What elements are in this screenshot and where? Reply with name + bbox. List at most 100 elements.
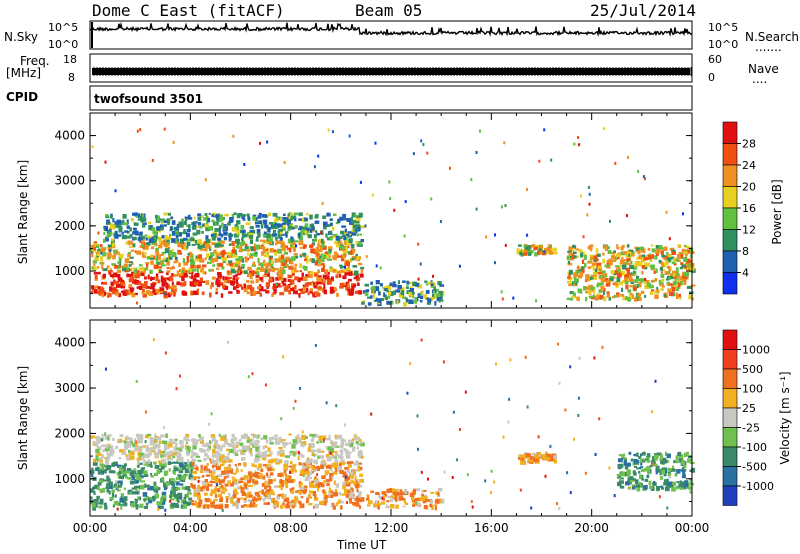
velocity-echo-cell	[674, 473, 678, 477]
velocity-echo-cell	[189, 465, 194, 469]
velocity-echo-cell	[251, 372, 254, 376]
velocity-echo-cell	[345, 494, 349, 498]
power-echo-cell	[671, 261, 676, 265]
velocity-echo-cell	[253, 496, 256, 499]
velocity-echo-cell	[137, 460, 140, 465]
velocity-echo-cell	[394, 491, 399, 496]
power-echo-cell	[316, 232, 320, 236]
power-echo-cell	[614, 256, 618, 260]
velocity-echo-cell	[172, 490, 175, 493]
velocity-echo-cell	[423, 504, 428, 510]
velocity-echo-cell	[139, 448, 143, 453]
velocity-echo-cell	[301, 463, 307, 466]
power-echo-cell	[250, 270, 255, 275]
velocity-echo-cell	[144, 483, 147, 488]
power-echo-cell	[661, 285, 665, 288]
velocity-echo-cell	[161, 476, 165, 482]
velocity-echo-cell	[158, 440, 161, 445]
velocity-echo-cell	[218, 504, 224, 510]
velocity-echo-cell	[128, 441, 133, 445]
power-echo-cell	[352, 224, 357, 228]
power-echo-cell	[187, 270, 190, 273]
velocity-echo-cell	[244, 484, 248, 489]
velocity-echo-cell	[150, 475, 154, 478]
velocity-echo-cell	[646, 474, 650, 479]
velocity-echo-cell	[134, 504, 139, 507]
power-echo-cell	[355, 215, 361, 218]
power-echo-cell	[592, 294, 595, 298]
power-echo-cell	[546, 250, 552, 254]
power-echo-cell	[231, 227, 237, 232]
power-echo-cell	[136, 129, 139, 133]
velocity-colorbar-label: -25	[742, 422, 760, 435]
power-echo-cell	[585, 290, 589, 294]
power-echo-cell	[161, 251, 166, 255]
power-echo-cell	[370, 281, 373, 285]
power-echo-cell	[172, 285, 177, 290]
velocity-echo-cell	[377, 505, 380, 510]
power-echo-cell	[663, 247, 667, 250]
power-echo-cell	[198, 254, 203, 260]
power-echo-cell	[190, 238, 195, 241]
power-echo-cell	[113, 249, 118, 254]
velocity-echo-cell	[330, 440, 333, 444]
velocity-echo-cell	[358, 493, 362, 498]
velocity-echo-cell	[566, 471, 569, 475]
power-echo-cell	[333, 258, 337, 261]
power-echo-cell	[292, 247, 296, 252]
power-echo-cell	[148, 236, 154, 240]
velocity-echo-cell	[326, 438, 331, 441]
power-echo-cell	[585, 274, 590, 280]
power-echo-cell	[104, 160, 107, 164]
velocity-echo-cell	[300, 454, 305, 458]
power-echo-cell	[133, 236, 137, 241]
power-echo-cell	[397, 280, 400, 285]
velocity-echo-cell	[344, 475, 347, 479]
velocity-echo-cell	[451, 476, 454, 479]
power-echo-cell	[596, 282, 602, 286]
velocity-echo-cell	[116, 439, 119, 444]
power-echo-cell	[316, 281, 321, 285]
power-echo-cell	[182, 237, 188, 240]
velocity-echo-cell	[669, 475, 672, 479]
power-echo-cell	[577, 269, 582, 272]
power-echo-layer	[90, 127, 696, 307]
power-echo-cell	[677, 244, 682, 247]
power-echo-cell	[426, 151, 429, 155]
velocity-echo-cell	[144, 440, 147, 444]
power-echo-cell	[402, 280, 406, 283]
power-echo-cell	[266, 140, 269, 144]
power-echo-cell	[475, 207, 478, 211]
velocity-echo-cell	[456, 458, 459, 462]
power-echo-cell	[97, 266, 100, 269]
power-echo-cell	[234, 224, 239, 229]
power-echo-cell	[318, 238, 321, 244]
power-echo-cell	[259, 292, 262, 297]
velocity-echo-cell	[126, 440, 131, 446]
velocity-echo-cell	[191, 451, 196, 457]
velocity-echo-cell	[545, 451, 548, 455]
velocity-echo-cell	[288, 433, 292, 436]
velocity-echo-cell	[620, 485, 625, 488]
power-echo-cell	[347, 285, 351, 289]
velocity-echo-cell	[180, 445, 184, 449]
velocity-echo-cell	[275, 485, 280, 488]
power-echo-cell	[175, 232, 181, 235]
velocity-echo-cell	[115, 487, 119, 491]
power-echo-cell	[168, 277, 174, 282]
power-echo-cell	[609, 260, 613, 266]
velocity-echo-cell	[153, 481, 157, 486]
power-echo-cell	[689, 250, 693, 255]
power-echo-cell	[220, 293, 224, 298]
power-echo-cell	[351, 249, 356, 253]
power-echo-cell	[690, 254, 693, 259]
power-echo-cell	[665, 271, 670, 275]
power-echo-cell	[195, 273, 200, 278]
velocity-echo-cell	[205, 498, 211, 503]
velocity-echo-cell	[627, 469, 630, 473]
power-echo-cell	[199, 277, 203, 283]
velocity-echo-cell	[344, 477, 348, 482]
velocity-echo-cell	[117, 489, 121, 492]
power-echo-cell	[301, 273, 304, 278]
velocity-echo-cell	[289, 502, 294, 506]
